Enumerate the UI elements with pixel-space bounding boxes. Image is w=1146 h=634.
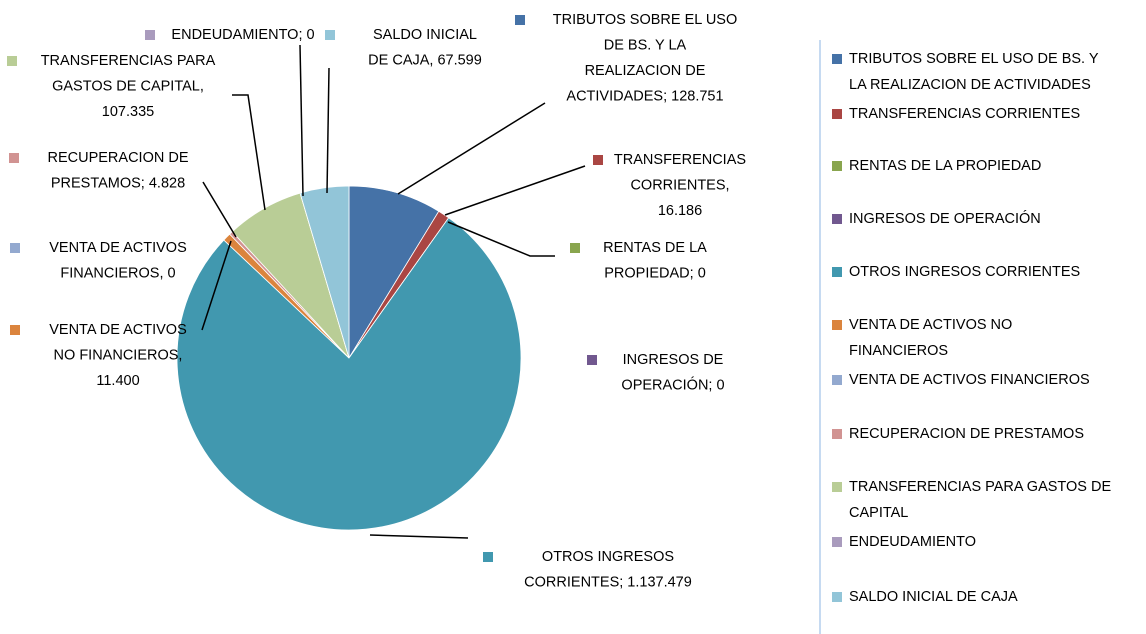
label-key	[325, 30, 335, 40]
legend-key	[832, 592, 842, 602]
leader-line	[326, 67, 330, 194]
label-key	[10, 243, 20, 253]
legend-label: RECUPERACION DE PRESTAMOS	[849, 426, 1084, 442]
pie-slice	[176, 217, 522, 531]
data-label: RECUPERACION DE PRESTAMOS; 4.828	[48, 150, 189, 192]
data-label: TRANSFERENCIAS CORRIENTES, 16.186	[614, 152, 746, 219]
pie-slice	[299, 185, 350, 359]
leader-line	[369, 534, 469, 539]
label-key	[593, 155, 603, 165]
leader-line	[299, 44, 304, 197]
legend-key	[832, 537, 842, 547]
legend-key	[832, 214, 842, 224]
leader-line	[232, 94, 266, 211]
legend-label: SALDO INICIAL DE CAJA	[849, 589, 1018, 605]
legend-label: ENDEUDAMIENTO	[849, 534, 976, 550]
legend-key	[832, 161, 842, 171]
label-key	[145, 30, 155, 40]
leader-line	[202, 181, 237, 238]
data-label: RENTAS DE LA PROPIEDAD; 0	[603, 240, 707, 282]
legend-label: TRANSFERENCIAS CORRIENTES	[849, 106, 1080, 122]
data-label: TRIBUTOS SOBRE EL USO DE BS. Y LA REALIZAC…	[553, 12, 738, 105]
legend-key	[832, 429, 842, 439]
label-key	[515, 15, 525, 25]
leader-line	[201, 240, 232, 331]
label-key	[483, 552, 493, 562]
legend-label: INGRESOS DE OPERACIÓN	[849, 210, 1041, 227]
legend-label: VENTA DE ACTIVOS FINANCIEROS	[849, 372, 1090, 388]
data-label: VENTA DE ACTIVOS NO FINANCIEROS, 11.400	[49, 322, 187, 389]
legend-label: RENTAS DE LA PROPIEDAD	[849, 158, 1041, 174]
legend-key	[832, 267, 842, 277]
data-label: OTROS INGRESOS CORRIENTES; 1.137.479	[524, 549, 692, 591]
legend-label: TRANSFERENCIAS PARA GASTOS DE CAPITAL	[849, 479, 1111, 521]
pie-slice	[348, 185, 440, 360]
data-label: VENTA DE ACTIVOS FINANCIEROS, 0	[49, 240, 187, 282]
label-key	[7, 56, 17, 66]
label-key	[570, 243, 580, 253]
legend-key	[832, 320, 842, 330]
data-label: INGRESOS DE OPERACIÓN; 0	[621, 352, 724, 394]
data-label: ENDEUDAMIENTO; 0	[171, 27, 314, 43]
legend-label: OTROS INGRESOS CORRIENTES	[849, 264, 1080, 280]
legend-label: VENTA DE ACTIVOS NO FINANCIEROS	[849, 317, 1012, 359]
leader-line	[444, 165, 586, 216]
leader-line	[447, 221, 555, 257]
legend-key	[832, 482, 842, 492]
data-label: SALDO INICIAL DE CAJA, 67.599	[368, 27, 482, 69]
leader-line	[397, 102, 546, 195]
legend-label: TRIBUTOS SOBRE EL USO DE BS. Y LA REALIZA…	[849, 51, 1099, 93]
legend-key	[832, 54, 842, 64]
label-key	[587, 355, 597, 365]
label-key	[10, 325, 20, 335]
data-label: TRANSFERENCIAS PARA GASTOS DE CAPITAL, 107…	[41, 53, 216, 120]
legend-key	[832, 375, 842, 385]
label-key	[9, 153, 19, 163]
legend-key	[832, 109, 842, 119]
